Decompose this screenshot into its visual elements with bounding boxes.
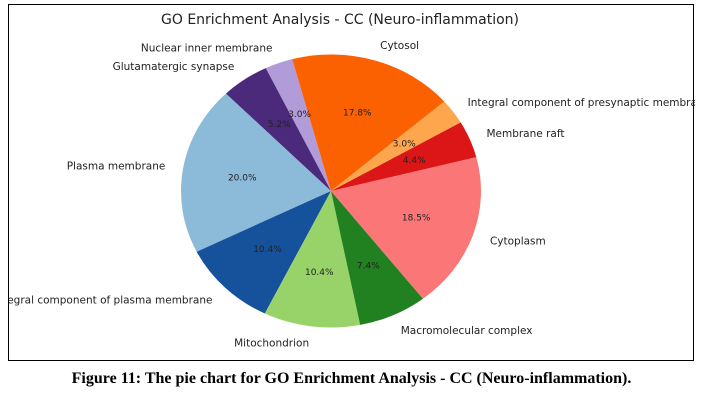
pie-category-label: Integral component of presynaptic membra… (468, 97, 695, 109)
pie-chart: GO Enrichment Analysis - CC (Neuro-infla… (9, 12, 695, 350)
figure-frame: GO Enrichment Analysis - CC (Neuro-infla… (8, 4, 695, 361)
pie-percent-label: 10.4% (253, 245, 282, 255)
pie-percent-label: 17.8% (343, 109, 372, 119)
pie-slices (181, 54, 482, 328)
pie-category-label: Cytosol (380, 40, 419, 52)
pie-percent-label: 18.5% (402, 214, 431, 224)
pie-slice-mitochondrion (264, 191, 361, 328)
pie-category-label: Mitochondrion (234, 338, 309, 350)
pie-slice-cytoplasm (331, 157, 482, 299)
pie-slice-integral-component-of-presynaptic-membrane (331, 101, 461, 191)
pie-category-label: Plasma membrane (67, 161, 166, 173)
pie-slice-membrane-raft (331, 122, 477, 191)
pie-category-label: Membrane raft (486, 128, 564, 140)
pie-labels: Nuclear inner membrane Glutamatergic syna… (9, 40, 695, 350)
pie-percent-label: 7.4% (357, 262, 380, 272)
pie-category-label: Cytoplasm (490, 236, 546, 248)
pie-percent-label: 5.2% (268, 120, 291, 130)
pie-percent-label: 4.4% (403, 156, 426, 166)
pie-percent-label: 3.0% (393, 139, 416, 149)
pie-slice-nuclear-inner-membrane (265, 59, 331, 191)
pie-category-label: Macromolecular complex (401, 325, 533, 337)
pie-category-label: Glutamatergic synapse (113, 61, 235, 73)
pie-percent-label: 10.4% (305, 268, 334, 278)
pie-slice-cytosol (292, 54, 445, 192)
pie-slice-glutamatergic-synapse (225, 68, 331, 191)
pie-percent-label: 20.0% (228, 173, 257, 183)
chart-title: GO Enrichment Analysis - CC (Neuro-infla… (161, 12, 519, 28)
pie-category-label: Nuclear inner membrane (141, 43, 273, 55)
pie-percent-label: 3.0% (288, 110, 311, 120)
pie-slice-plasma-membrane (181, 93, 331, 252)
figure-caption: Figure 11: The pie chart for GO Enrichme… (71, 370, 632, 387)
pie-percent-labels: 3.0%5.2%20.0%10.4%10.4%7.4%18.5%4.4%3.0%… (228, 109, 431, 279)
pie-slice-integral-component-of-plasma-membrane (196, 191, 331, 314)
pie-slice-macromolecular-complex (331, 191, 424, 325)
pie-category-label: Integral component of plasma membrane (9, 294, 212, 306)
